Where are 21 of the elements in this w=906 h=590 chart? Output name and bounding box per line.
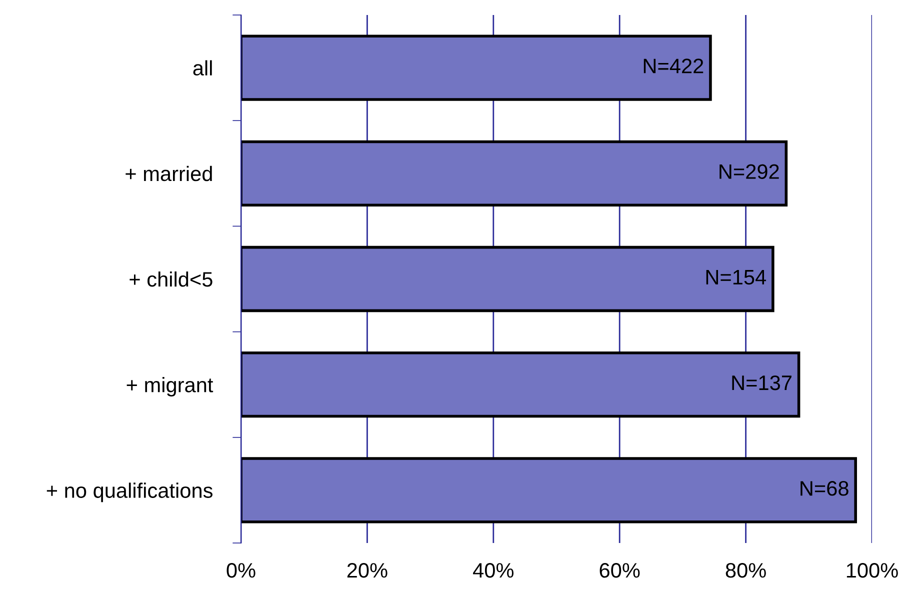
x-tick-label: 80% — [726, 562, 766, 578]
bar — [241, 352, 800, 418]
y-tick-label: + migrant — [126, 377, 214, 396]
x-tick-label: 60% — [600, 562, 640, 578]
annotation: N=154 — [706, 270, 766, 285]
y-tick-label: + married — [126, 166, 212, 182]
x-tick-label: 20% — [347, 562, 388, 578]
annotation: N=137 — [732, 375, 792, 390]
x-tick-label: 40% — [473, 562, 514, 578]
annotation: N=68 — [800, 481, 848, 496]
annotation: N=292 — [720, 164, 779, 179]
bar — [241, 457, 857, 524]
y-tick-label: + child<5 — [130, 271, 212, 287]
bar — [241, 246, 774, 312]
x-tick-label: 100% — [846, 562, 898, 578]
annotation: N=422 — [644, 58, 704, 74]
y-tick-label: all — [193, 60, 212, 76]
bar — [241, 140, 788, 206]
y-tick-label: + no qualifications — [46, 482, 212, 502]
x-tick-label: 0% — [226, 562, 256, 578]
bar — [241, 34, 712, 101]
